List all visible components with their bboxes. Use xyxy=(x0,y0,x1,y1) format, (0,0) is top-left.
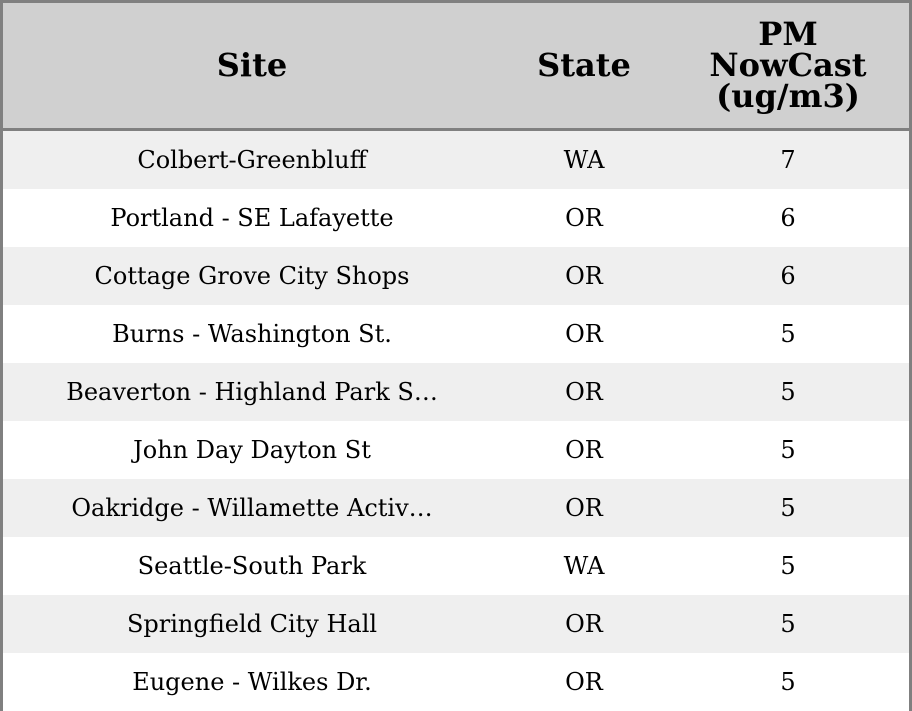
table-row[interactable]: Cottage Grove City Shops OR 6 xyxy=(3,247,909,305)
state-cell: OR xyxy=(501,421,667,479)
site-cell: Portland - SE Lafayette xyxy=(3,189,501,247)
site-cell: Beaverton - Highland Park S… xyxy=(3,363,501,421)
state-cell: WA xyxy=(501,129,667,189)
table-row[interactable]: Eugene - Wilkes Dr. OR 5 xyxy=(3,653,909,711)
state-cell: OR xyxy=(501,305,667,363)
header-state[interactable]: State xyxy=(501,3,667,131)
table-row[interactable]: John Day Dayton St OR 5 xyxy=(3,421,909,479)
site-cell: John Day Dayton St xyxy=(3,421,501,479)
table-row[interactable]: Colbert-Greenbluff WA 7 xyxy=(3,129,909,189)
pm-value-cell: 5 xyxy=(667,305,909,363)
header-pm-line1: PM xyxy=(758,15,818,53)
pm-value-cell: 6 xyxy=(667,247,909,305)
site-cell: Eugene - Wilkes Dr. xyxy=(3,653,501,711)
header-state-label: State xyxy=(537,46,631,84)
pm-value-cell: 5 xyxy=(667,421,909,479)
pm-value-cell: 6 xyxy=(667,189,909,247)
pm-value-cell: 5 xyxy=(667,479,909,537)
pm-value-cell: 5 xyxy=(667,595,909,653)
site-cell: Springfield City Hall xyxy=(3,595,501,653)
site-cell: Colbert-Greenbluff xyxy=(3,129,501,189)
state-cell: OR xyxy=(501,653,667,711)
header-pm-line3: (ug/m3) xyxy=(716,77,860,115)
site-cell: Seattle-South Park xyxy=(3,537,501,595)
site-cell: Cottage Grove City Shops xyxy=(3,247,501,305)
table-row[interactable]: Seattle-South Park WA 5 xyxy=(3,537,909,595)
pm-value-cell: 5 xyxy=(667,363,909,421)
pm-value-cell: 7 xyxy=(667,129,909,189)
header-pm-line2: NowCast xyxy=(709,46,867,84)
table-row[interactable]: Burns - Washington St. OR 5 xyxy=(3,305,909,363)
state-cell: OR xyxy=(501,479,667,537)
state-cell: OR xyxy=(501,189,667,247)
state-cell: WA xyxy=(501,537,667,595)
table-row[interactable]: Beaverton - Highland Park S… OR 5 xyxy=(3,363,909,421)
pm-value-cell: 5 xyxy=(667,653,909,711)
header-row: Site State PM NowCast (ug/m3) xyxy=(3,3,909,131)
pm-value-cell: 5 xyxy=(667,537,909,595)
state-cell: OR xyxy=(501,595,667,653)
table-row[interactable]: Springfield City Hall OR 5 xyxy=(3,595,909,653)
table-row[interactable]: Portland - SE Lafayette OR 6 xyxy=(3,189,909,247)
header-site-label: Site xyxy=(216,46,288,84)
state-cell: OR xyxy=(501,363,667,421)
header-site[interactable]: Site xyxy=(3,3,501,131)
state-cell: OR xyxy=(501,247,667,305)
table-row[interactable]: Oakridge - Willamette Activ… OR 5 xyxy=(3,479,909,537)
site-cell: Oakridge - Willamette Activ… xyxy=(3,479,501,537)
header-pm[interactable]: PM NowCast (ug/m3) xyxy=(667,3,909,131)
site-cell: Burns - Washington St. xyxy=(3,305,501,363)
